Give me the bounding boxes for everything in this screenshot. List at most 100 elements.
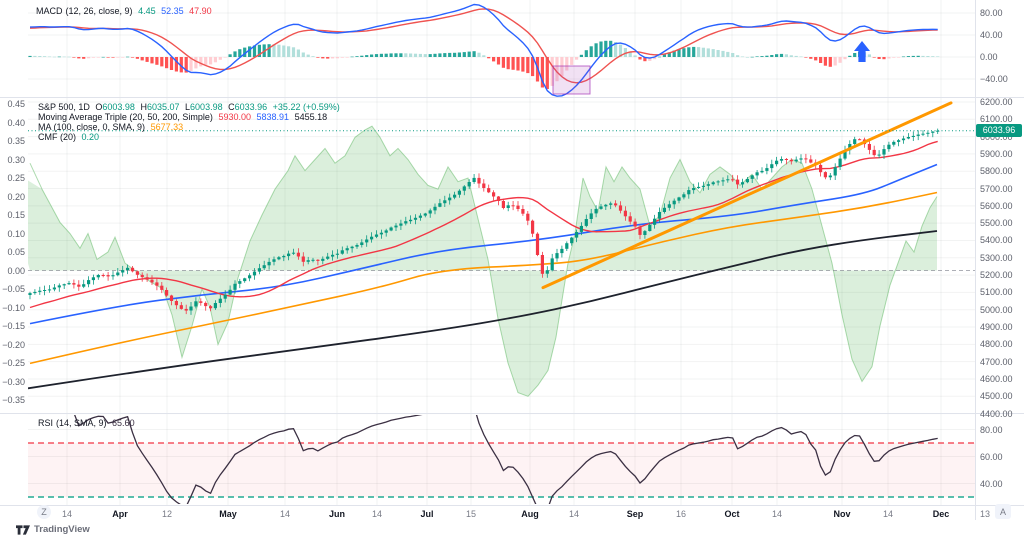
macd-histogram-bar — [901, 56, 906, 58]
macd-histogram-bar — [697, 47, 701, 57]
macd-histogram-bar — [828, 57, 832, 67]
macd-histogram-bar — [287, 46, 291, 57]
macd-histogram-bar — [423, 54, 427, 57]
macd-histogram-bar — [82, 57, 86, 59]
macd-histogram-bar — [877, 57, 881, 59]
macd-histogram-bar — [321, 57, 325, 59]
macd-histogram-bar — [701, 47, 705, 57]
cmf-title: CMF (20) — [38, 132, 76, 142]
macd-histogram-bar — [243, 47, 247, 57]
macd-histogram-bar — [296, 49, 300, 57]
macd-histogram-bar — [340, 57, 344, 58]
rsi-axis-label: 60.00 — [980, 451, 1003, 462]
macd-histogram-bar — [609, 40, 613, 57]
macd-histogram-bar — [570, 57, 574, 65]
auto-scale-button[interactable]: A — [995, 504, 1011, 519]
macd-histogram-bar — [52, 56, 56, 58]
macd-histogram-bar — [662, 54, 666, 57]
macd-histogram-bar — [916, 55, 920, 57]
cmf-axis-label: −0.10 — [2, 302, 25, 313]
macd-histogram-bar — [453, 52, 457, 57]
ma100-legend-row[interactable]: MA (100, close, 0, SMA, 9) 5677.33 — [38, 122, 343, 133]
macd-histogram-bar — [501, 57, 505, 68]
macd-histogram-bar — [814, 57, 818, 61]
ohlc-close-key: C — [228, 102, 235, 112]
ohlc-open-key: O — [95, 102, 103, 112]
macd-panel[interactable] — [28, 3, 940, 97]
macd-histogram-bar — [116, 57, 120, 58]
macd-histogram-bar — [130, 57, 135, 58]
ma-triple-title: Moving Average Triple (20, 50, 200, Simp… — [38, 112, 213, 122]
macd-histogram-bar — [438, 53, 442, 57]
time-axis-label-month: Dec — [932, 509, 950, 519]
macd-histogram-bar — [496, 57, 501, 65]
macd-legend[interactable]: MACD (12, 26, close, 9) 4.45 52.35 47.90 — [36, 6, 215, 17]
macd-histogram-bar — [135, 57, 139, 59]
macd-histogram-bar — [355, 56, 359, 57]
symbol-legend-row[interactable]: S&P 500, 1D O6003.98 H6035.07 L6003.98 C… — [38, 102, 343, 113]
macd-histogram-bar — [887, 57, 891, 59]
macd-histogram-bar — [43, 56, 47, 57]
macd-histogram-bar — [462, 52, 466, 57]
macd-histogram-bar — [57, 56, 61, 58]
macd-histogram-bar — [228, 54, 232, 57]
macd-histogram-bar — [194, 57, 198, 69]
macd-histogram-bar — [150, 57, 154, 64]
rsi-panel[interactable] — [28, 403, 975, 515]
time-axis-label: 14 — [882, 509, 894, 519]
trendline-drawing[interactable] — [541, 101, 953, 290]
last-price-label: 6033.96 — [976, 124, 1022, 137]
candlesticks — [28, 128, 940, 315]
macd-histogram-bar — [843, 57, 847, 60]
tradingview-logo[interactable]: TradingView — [16, 524, 90, 535]
rsi-line — [74, 415, 938, 504]
zoom-out-button[interactable]: Z — [37, 505, 51, 519]
macd-selection-box[interactable] — [552, 65, 591, 95]
cmf-axis-label: 0.30 — [7, 154, 25, 165]
cmf-area — [28, 126, 937, 397]
cmf-axis-label: 0.00 — [7, 265, 25, 276]
macd-histogram-bar — [784, 54, 788, 57]
ma100-line[interactable] — [29, 191, 938, 365]
macd-histogram-bar — [623, 48, 627, 57]
cmf-axis-label: −0.20 — [2, 339, 25, 350]
macd-histogram-bar — [599, 41, 603, 57]
price-axis-label: 5000.00 — [980, 304, 1013, 315]
macd-histogram-bar — [199, 57, 203, 67]
macd-histogram-bar — [126, 56, 130, 58]
macd-histogram-bar — [345, 57, 349, 58]
macd-histogram-bar — [174, 57, 178, 72]
macd-histogram-bar — [648, 57, 652, 61]
price-axis-label: 5700.00 — [980, 183, 1013, 194]
ma-triple-legend-row[interactable]: Moving Average Triple (20, 50, 200, Simp… — [38, 112, 343, 123]
macd-histogram-bar — [677, 49, 681, 57]
macd-histogram-bar — [360, 55, 364, 57]
time-axis-label: 14 — [279, 509, 291, 519]
macd-histogram-bar — [291, 47, 296, 57]
macd-histogram-bar — [936, 56, 940, 57]
symbol-change: +35.22 (+0.59%) — [272, 102, 340, 112]
macd-histogram-bar — [404, 53, 408, 57]
macd-histogram-bar — [692, 46, 696, 57]
cmf-axis-label: 0.10 — [7, 228, 25, 239]
time-axis-label: 14 — [371, 509, 383, 519]
rsi-legend[interactable]: RSI (14, SMA, 9) 65.60 — [38, 418, 138, 429]
macd-histogram-bar — [706, 48, 710, 57]
arrow-up-drawing[interactable] — [854, 41, 870, 62]
time-axis-label: 14 — [568, 509, 580, 519]
main-panel[interactable] — [0, 101, 975, 397]
macd-histogram-bar — [311, 56, 315, 57]
macd-histogram-bar — [428, 54, 432, 57]
price-axis-label: 5200.00 — [980, 270, 1013, 281]
macd-histogram-bar — [477, 52, 481, 57]
time-axis-label: 14 — [771, 509, 783, 519]
macd-histogram-bar — [399, 53, 403, 57]
macd-histogram-bar — [584, 50, 588, 57]
macd-histogram-bar — [106, 57, 110, 58]
cmf-axis-label: −0.15 — [2, 321, 25, 331]
ma200-line[interactable] — [28, 230, 938, 390]
cmf-legend-row[interactable]: CMF (20) 0.20 — [38, 132, 343, 143]
macd-histogram-bar — [931, 56, 935, 57]
